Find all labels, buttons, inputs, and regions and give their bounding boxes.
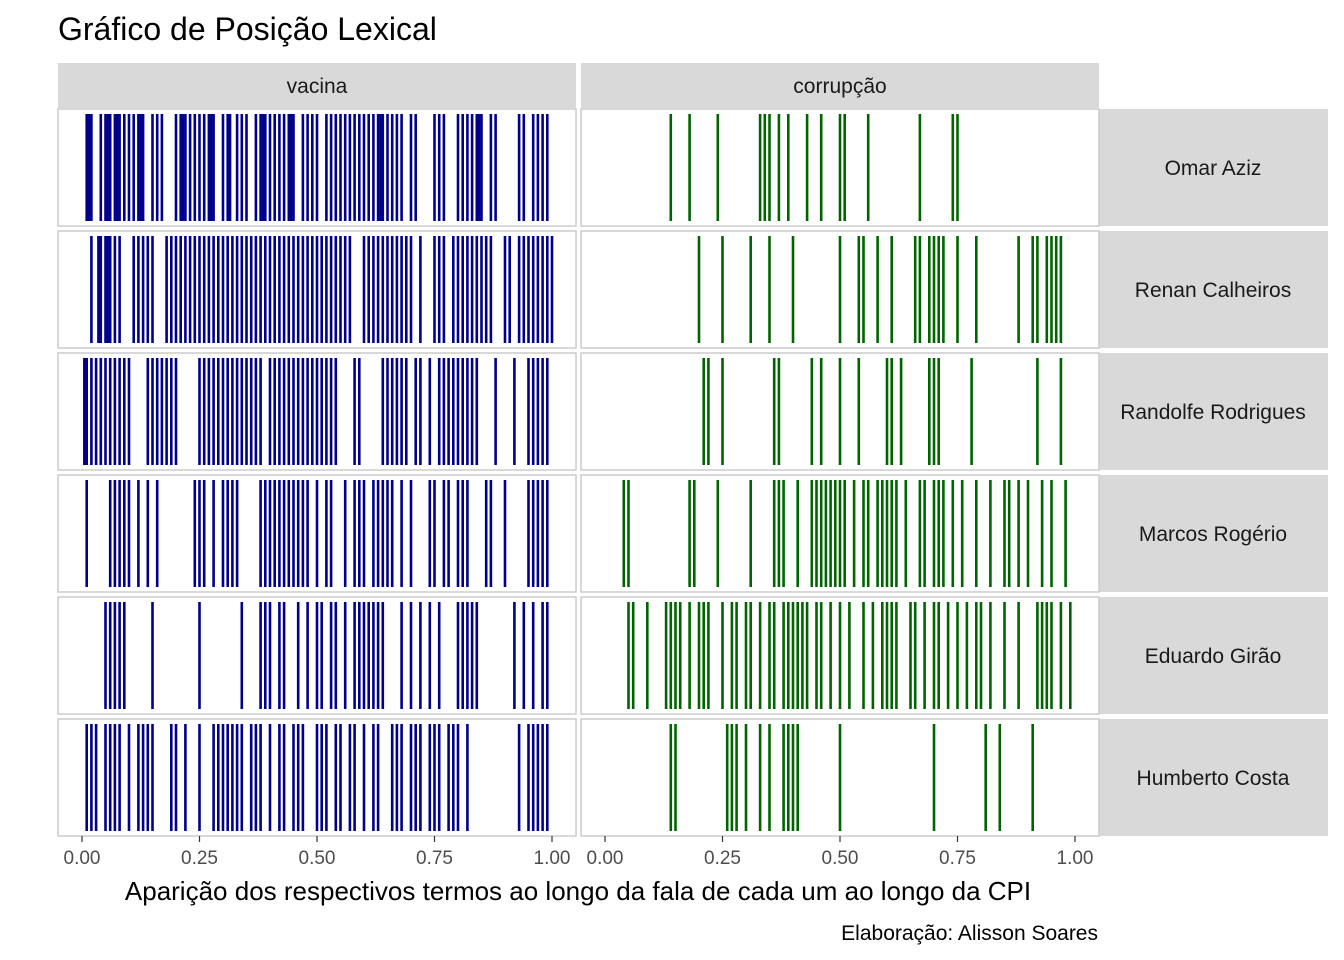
strip-bg-vacina xyxy=(58,63,576,108)
panel-0-3 xyxy=(57,474,577,593)
x-axes: 0.00 0.25 0.50 0.75 1.00 0.00 0.25 0.50 0.75 1.00 xyxy=(64,836,1094,869)
panel-0-1 xyxy=(57,230,577,349)
strip-bg-row-1 xyxy=(1099,231,1328,348)
x-tick-label: 0.25 xyxy=(181,848,218,869)
x-tick-label: 0.50 xyxy=(299,848,336,869)
panel-1-1 xyxy=(580,230,1100,349)
caption: Elaboração: Alisson Soares xyxy=(841,922,1098,945)
strip-bg-row-5 xyxy=(1099,719,1328,836)
panels xyxy=(57,108,1100,837)
x-tick-label: 0.50 xyxy=(822,848,859,869)
strip-label-corrupcao: corrupção xyxy=(793,75,886,98)
strip-label-vacina: vacina xyxy=(287,75,348,98)
x-tick-label: 0.00 xyxy=(64,848,101,869)
strip-bg-row-0 xyxy=(1099,109,1328,226)
x-tick-label: 0.25 xyxy=(704,848,741,869)
x-tick-label: 0.00 xyxy=(587,848,624,869)
panel-0-4 xyxy=(57,596,577,715)
strip-bg-row-3 xyxy=(1099,475,1328,592)
strip-label-row-4: Eduardo Girão xyxy=(1145,645,1282,668)
panel-1-4 xyxy=(580,596,1100,715)
x-tick-label: 0.75 xyxy=(939,848,976,869)
panel-0-0 xyxy=(57,108,577,227)
strip-bg-row-2 xyxy=(1099,353,1328,470)
x-axis-title: Aparição dos respectivos termos ao longo… xyxy=(125,876,1031,906)
x-tick-label: 1.00 xyxy=(1057,848,1094,869)
panel-1-5 xyxy=(580,718,1100,837)
panel-0-5 xyxy=(57,718,577,837)
x-tick-label: 0.75 xyxy=(416,848,453,869)
row-strips: Omar Aziz Renan Calheiros Randolfe Rodri… xyxy=(1099,109,1328,836)
panel-0-2 xyxy=(57,352,577,471)
strip-label-row-2: Randolfe Rodrigues xyxy=(1120,401,1306,424)
panel-1-2 xyxy=(580,352,1100,471)
chart-title: Gráfico de Posição Lexical xyxy=(58,11,437,47)
strip-bg-row-4 xyxy=(1099,597,1328,714)
panel-1-0 xyxy=(580,108,1100,227)
strip-label-row-5: Humberto Costa xyxy=(1137,767,1290,790)
strip-label-row-3: Marcos Rogério xyxy=(1139,523,1287,546)
strip-label-row-0: Omar Aziz xyxy=(1165,157,1262,180)
strip-label-row-1: Renan Calheiros xyxy=(1135,279,1291,302)
column-strips: vacina corrupção xyxy=(58,63,1099,108)
strip-bg-corrupcao xyxy=(581,63,1099,108)
x-tick-label: 1.00 xyxy=(534,848,571,869)
panel-1-3 xyxy=(580,474,1100,593)
